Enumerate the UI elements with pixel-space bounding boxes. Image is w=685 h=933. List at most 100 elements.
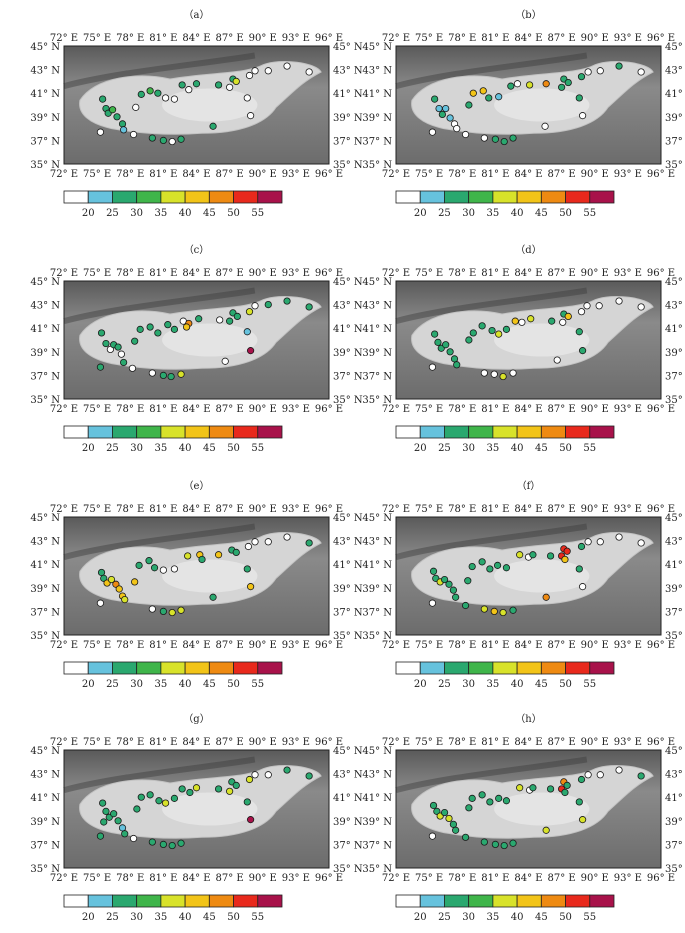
colorbar-cell [136,425,162,439]
map-frame [395,516,662,636]
lon-tick-label-top: 72° E [382,504,410,515]
lon-tick-label-bottom: 81° E [149,404,177,415]
colorbar-tick-label: 25 [438,912,451,923]
station-dot [97,329,106,337]
station-dot [264,300,272,309]
colorbar-cell [419,190,445,204]
colorbar-tick-label: 45 [535,208,548,219]
lon-tick-label-top: 90° E [249,737,277,748]
station-dot [446,348,454,356]
colorbar-cell [208,661,234,675]
station-dot [161,799,170,807]
station-dot [195,315,203,323]
station-dot [137,793,145,801]
colorbar-tick-label: 30 [130,443,143,454]
map-frame [63,45,330,165]
station-dot [428,363,437,371]
station-dot [548,317,556,325]
lon-tick-label-top: 90° E [249,268,277,279]
lat-tick-label-left: 39° N [362,348,392,359]
station-dot [461,601,470,610]
lat-tick-label-right: 37° N [665,136,685,147]
colorbar-tick-label: 35 [487,208,500,219]
lon-tick-label-bottom: 93° E [614,404,642,415]
station-dot [177,135,185,143]
lon-tick-label-bottom: 87° E [548,873,576,884]
lon-tick-label-top: 96° E [315,268,343,279]
colorbar-cell [419,894,445,908]
station-dot [305,539,313,547]
station-dot [177,606,185,614]
lat-tick-label-right: 45° N [333,513,363,524]
colorbar-tick-label: 25 [438,679,451,690]
lon-tick-label-bottom: 81° E [481,873,509,884]
station-dot [513,80,522,88]
station-dot [170,95,179,103]
colorbar: 20 25 30 35 40 45 50 55 [63,894,283,923]
lon-tick-label-bottom: 78° E [116,404,144,415]
colorbar-tick-label: 25 [438,443,451,454]
station-dot [584,771,592,779]
station-dot [486,798,494,806]
lat-tick-label-left: 37° N [30,607,60,618]
station-dot [449,586,458,594]
lon-tick-label-bottom: 81° E [481,169,509,180]
colorbar-cell [184,661,210,675]
station-dot [516,551,524,559]
lon-tick-label-top: 96° E [315,504,343,515]
colorbar: 20 25 30 35 40 45 50 55 [63,661,283,690]
station-dot [131,578,139,586]
station-dot [216,316,224,324]
colorbar-cell [233,190,259,204]
colorbar-tick-label: 35 [487,679,500,690]
lon-tick-label-bottom: 75° E [415,873,443,884]
lon-tick-label-top: 72° E [50,268,78,279]
colorbar-tick-label: 40 [511,208,524,219]
station-dot [102,807,110,815]
lon-tick-label-top: 84° E [514,737,542,748]
lat-tick-label-left: 35° N [30,864,60,875]
lon-tick-label-top: 93° E [282,268,310,279]
lon-tick-label-bottom: 84° E [514,640,542,651]
station-dot [129,130,138,139]
lon-tick-label-top: 84° E [514,33,542,44]
station-dot [221,357,229,365]
station-dot [209,593,217,601]
station-dot [214,785,223,793]
lon-tick-label-bottom: 96° E [647,873,675,884]
station-dot [449,820,458,828]
colorbar-cell [565,190,591,204]
lat-tick-label-left: 45° N [30,277,60,288]
colorbar-tick-label: 45 [203,912,216,923]
lon-tick-label-top: 93° E [614,504,642,515]
colorbar-cell [112,894,138,908]
map-frame [395,280,662,400]
station-dot [251,67,259,75]
station-dot [584,68,592,76]
station-dot [145,557,153,565]
lat-tick-label-left: 37° N [362,840,392,851]
colorbar-cell [589,425,615,439]
station-dot [182,323,191,331]
station-dot [480,838,488,846]
station-dot [170,325,179,333]
colorbar: 20 25 30 35 40 45 50 55 [395,425,615,454]
station-dot [96,832,105,840]
station-dot [541,122,549,130]
desert-core [494,323,590,357]
station-dot [445,814,453,823]
lon-tick-label-top: 93° E [614,33,642,44]
lat-tick-label-left: 45° N [30,42,60,53]
colorbar-cell [589,894,615,908]
station-dot [561,555,569,564]
station-dot [264,67,272,75]
colorbar-cell [257,190,283,204]
desert-core [162,323,258,357]
lat-tick-label-right: 37° N [333,136,363,147]
station-dot [452,593,460,601]
colorbar-tick-label: 30 [130,679,143,690]
lat-tick-label-left: 39° N [362,584,392,595]
colorbar-cell [184,894,210,908]
station-dot [431,95,439,103]
